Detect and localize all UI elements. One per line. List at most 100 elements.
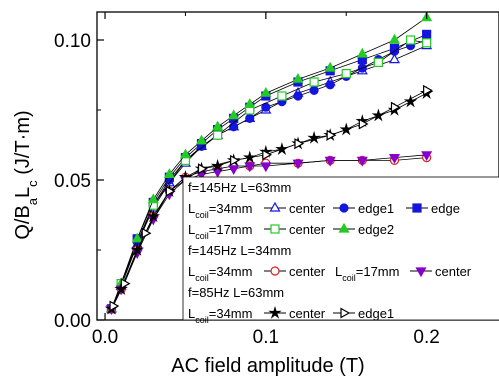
data-point — [325, 80, 335, 90]
y-tick-label: 0.10 — [54, 31, 91, 52]
y-axis-title: Q/BaLc (J/T·m) — [12, 110, 40, 239]
legend-lcoil-label: Lcoil=17mm — [335, 264, 399, 283]
series-s85_63_34_edge1 — [109, 84, 433, 312]
x-axis-title: AC field amplitude (T) — [171, 355, 364, 377]
legend-group1-title: f=145Hz L=63mm — [188, 180, 291, 195]
x-tick-label: 0.2 — [413, 327, 439, 348]
data-point — [405, 35, 416, 45]
data-point — [243, 150, 257, 164]
series-line — [111, 34, 427, 309]
data-point — [228, 109, 240, 120]
y-tick-label: 0.05 — [54, 171, 91, 192]
legend-label-edge1: edge1 — [358, 201, 394, 216]
data-point — [309, 85, 319, 96]
legend-lcoil-label: Lcoil=34mm — [188, 306, 252, 325]
legend-label-edge1: edge1 — [358, 306, 394, 321]
legend-box — [182, 176, 499, 321]
axes-layer: 0.0 0.1 0.2 0.00 0.05 0.10 — [54, 11, 499, 348]
x-tick-label: 0.1 — [253, 327, 279, 348]
series-layer — [104, 11, 434, 316]
legend-marker — [415, 267, 427, 278]
data-point — [390, 101, 401, 113]
data-point — [262, 149, 273, 161]
data-point — [260, 86, 272, 97]
legend-marker — [412, 203, 422, 213]
data-point — [228, 165, 240, 176]
data-point — [244, 162, 256, 173]
data-point — [373, 57, 383, 68]
legend-marker — [338, 222, 350, 233]
data-point — [179, 148, 191, 159]
legend-marker — [339, 203, 349, 213]
data-point — [307, 130, 321, 144]
data-point — [324, 61, 336, 72]
data-point — [403, 94, 418, 108]
data-point — [230, 154, 240, 166]
data-point — [146, 209, 161, 223]
data-point — [147, 193, 159, 204]
data-point — [388, 53, 401, 64]
legend-lcoil-label: Lcoil=17mm — [188, 222, 252, 241]
y-tick-label: 0.00 — [54, 311, 91, 332]
data-point — [371, 108, 386, 122]
data-point — [341, 68, 351, 79]
x-tick-label: 0.0 — [92, 327, 118, 348]
data-point — [275, 142, 289, 155]
series-line — [112, 90, 427, 307]
legend-label-center: center — [289, 222, 326, 237]
data-point — [422, 29, 432, 39]
series-s145_63_17_center — [116, 35, 432, 289]
data-point — [309, 77, 319, 87]
data-point — [131, 232, 143, 243]
legend-group2-title: f=145Hz L=34mm — [188, 243, 291, 258]
legend-lcoil-label: Lcoil=34mm — [188, 201, 252, 220]
data-point — [245, 113, 255, 124]
data-point — [324, 156, 336, 167]
data-point — [358, 118, 369, 130]
data-point — [212, 168, 224, 178]
data-point — [210, 158, 225, 172]
legend-group3-title: f=85Hz L=63mm — [188, 285, 284, 300]
legend-label-edge2: edge2 — [358, 222, 394, 237]
data-point — [356, 156, 368, 167]
legend-label-center: center — [435, 264, 472, 279]
data-point — [356, 47, 368, 58]
data-point — [388, 33, 401, 44]
data-point — [388, 154, 401, 164]
data-point — [195, 134, 208, 145]
data-point — [292, 159, 304, 170]
legend-label-edge: edge — [431, 201, 460, 216]
data-point — [421, 151, 433, 162]
data-point — [212, 120, 224, 131]
legend-marker — [270, 266, 280, 276]
data-point — [244, 98, 256, 109]
data-point — [293, 91, 303, 101]
data-point — [109, 300, 120, 312]
data-point — [326, 129, 337, 141]
data-point — [292, 72, 304, 83]
data-point — [213, 130, 223, 140]
data-point — [165, 185, 176, 197]
data-point — [163, 168, 175, 178]
data-point — [141, 227, 152, 239]
data-point — [423, 84, 433, 96]
legend-label-center: center — [289, 306, 326, 321]
legend-marker — [270, 224, 280, 234]
data-point — [197, 163, 208, 175]
legend-label-center: center — [289, 264, 326, 279]
legend-marker — [269, 201, 281, 212]
legend-label-center: center — [289, 201, 326, 216]
legend-marker — [340, 307, 351, 319]
legend: f=145Hz L=63mm Lcoil=34mm center edge1 edge L… — [182, 176, 499, 325]
data-point — [229, 122, 239, 132]
data-point — [260, 162, 272, 173]
legend-marker — [268, 305, 282, 319]
data-point — [120, 278, 131, 290]
legend-lcoil-label: Lcoil=34mm — [188, 264, 252, 283]
data-point — [294, 138, 305, 150]
series-line — [111, 17, 427, 309]
data-point — [422, 38, 432, 48]
data-point — [339, 122, 353, 136]
data-point — [277, 91, 287, 101]
